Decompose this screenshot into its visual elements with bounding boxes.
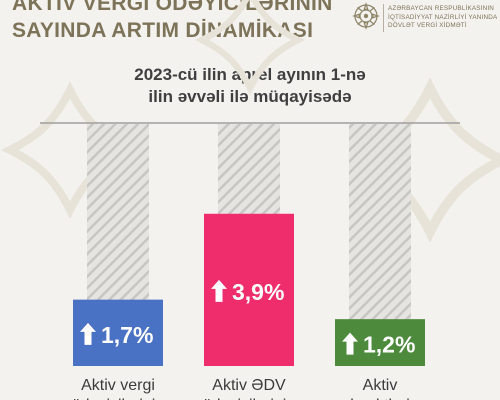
- bar-value-label: 3,9%: [211, 279, 284, 305]
- emblem-icon: [352, 2, 380, 30]
- logo-divider: [383, 4, 384, 32]
- organization-line: AZƏRBAYCAN RESPUBLİKASININ: [388, 5, 495, 12]
- category-label: obyektlərin: [341, 397, 418, 400]
- bar-value-label: 1,2%: [342, 332, 415, 358]
- category-label: Aktiv ƏDV: [212, 377, 286, 394]
- category-label: ödəyicilərinin: [72, 397, 165, 400]
- header-title: AKTİV VERGİ ÖDƏYİCİLƏRİNİN SAYINDA ARTIM…: [12, 0, 333, 44]
- bar-value-text: 3,9%: [232, 279, 284, 305]
- header-title-line: AKTİV VERGİ ÖDƏYİCİLƏRİNİN: [12, 0, 333, 15]
- chart-title: 2023-cü ilin aprel ayının 1-nə ilin əvvə…: [0, 64, 500, 108]
- organization-name: AZƏRBAYCAN RESPUBLİKASININ İQTİSADİYYAT …: [388, 5, 497, 31]
- header-title-line: SAYINDA ARTIM DİNAMİKASI: [12, 19, 314, 42]
- organization-logo: AZƏRBAYCAN RESPUBLİKASININ İQTİSADİYYAT …: [352, 2, 500, 42]
- organization-line: DÖVLƏT VERGİ XİDMƏTİ: [388, 22, 467, 29]
- category-label: Aktiv vergi: [81, 377, 155, 394]
- category-label: Aktiv: [363, 377, 398, 394]
- arrow-up-icon: [211, 279, 227, 302]
- organization-line: İQTİSADİYYAT NAZİRLİYİ YANINDA: [388, 13, 498, 21]
- bar-value-label: 1,7%: [80, 322, 153, 348]
- chart-title-line: 2023-cü ilin aprel ayının 1-nə: [134, 65, 366, 84]
- bar-value-text: 1,2%: [363, 332, 415, 358]
- arrow-up-icon: [342, 332, 358, 355]
- bar-value-text: 1,7%: [101, 322, 153, 348]
- arrow-up-icon: [80, 322, 96, 345]
- chart-title-line: ilin əvvəli ilə müqayisədə: [148, 87, 352, 106]
- category-label: ödəyicilərinin: [203, 397, 296, 400]
